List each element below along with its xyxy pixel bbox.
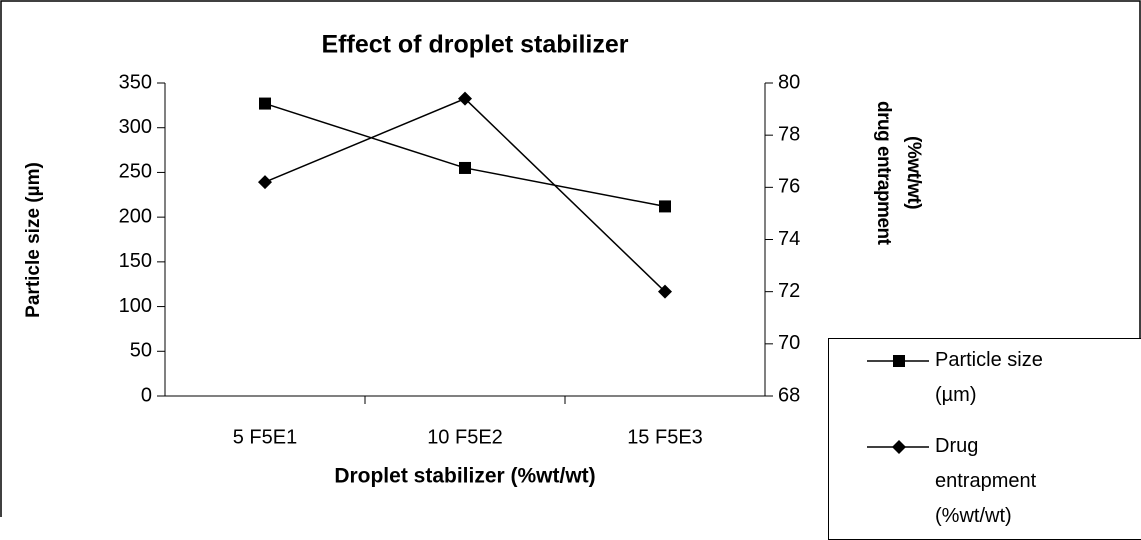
y-tick-label: 250 bbox=[119, 161, 152, 183]
y2-tick-label: 68 bbox=[778, 384, 800, 406]
marker bbox=[258, 175, 272, 190]
y2-tick-label: 72 bbox=[778, 280, 800, 302]
x-axis-label: Droplet stabilizer (%wt/wt) bbox=[334, 465, 595, 488]
y-tick-label: 100 bbox=[119, 295, 152, 317]
marker bbox=[892, 440, 906, 454]
y-axis-label: Particle size (µm) bbox=[23, 162, 44, 318]
y-tick-label: 200 bbox=[119, 205, 152, 227]
marker bbox=[893, 355, 905, 367]
y2-tick-label: 80 bbox=[778, 71, 800, 93]
y2-tick-label: 76 bbox=[778, 176, 800, 198]
x-tick-label: 5 F5E1 bbox=[233, 426, 297, 448]
x-tick-label: 15 F5E3 bbox=[627, 426, 703, 448]
y-tick-label: 150 bbox=[119, 250, 152, 272]
chart: Effect of droplet stabilizer Droplet sta… bbox=[0, 0, 1141, 517]
y2-axis-label: drug entrapment (%wt/wt) bbox=[873, 101, 924, 245]
y2-tick-label: 70 bbox=[778, 332, 800, 354]
chart-title: Effect of droplet stabilizer bbox=[322, 31, 629, 59]
y2-tick-label: 78 bbox=[778, 123, 800, 145]
y-tick-label: 300 bbox=[119, 116, 152, 138]
y-tick-label: 350 bbox=[119, 71, 152, 93]
x-tick-label: 10 F5E2 bbox=[427, 426, 503, 448]
legend: Particle size (µm) Drug entrapment (%wt/w… bbox=[828, 338, 1141, 540]
chart-border bbox=[0, 0, 1141, 517]
legend-swatch bbox=[867, 440, 929, 454]
y2-tick-label: 74 bbox=[778, 228, 800, 250]
y-tick-label: 0 bbox=[141, 384, 152, 406]
y-tick-label: 50 bbox=[130, 340, 152, 362]
marker bbox=[259, 97, 271, 110]
marker bbox=[458, 91, 472, 106]
legend-label: Drug entrapment (%wt/wt) bbox=[935, 435, 1037, 527]
series-line bbox=[264, 102, 666, 208]
marker bbox=[658, 284, 672, 299]
legend-swatch bbox=[867, 355, 929, 367]
legend-label: Particle size (µm) bbox=[935, 349, 1043, 406]
marker bbox=[459, 161, 471, 174]
marker bbox=[659, 200, 671, 213]
